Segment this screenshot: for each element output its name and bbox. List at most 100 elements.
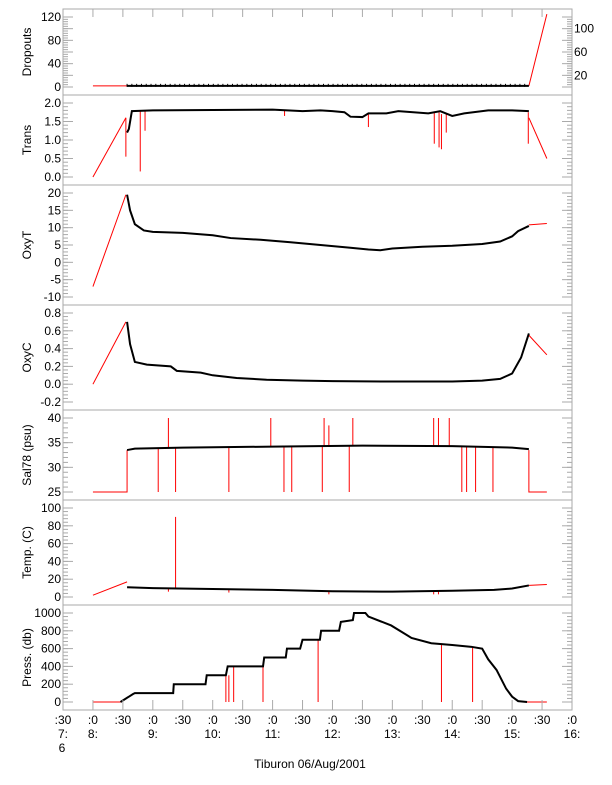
y-tick-label: 60 bbox=[48, 537, 62, 551]
x-tick-hour-label: 14: bbox=[444, 727, 461, 741]
data-line bbox=[126, 321, 530, 383]
y-tick-label: 2.0 bbox=[44, 96, 61, 110]
x-tick-label: :30 bbox=[534, 713, 551, 727]
y-axis-label: Press. (db) bbox=[20, 628, 34, 687]
y-tick-label: 5 bbox=[54, 238, 61, 252]
x-tick-label: :30 bbox=[474, 713, 491, 727]
y-tick-label: 15 bbox=[48, 203, 62, 217]
x-tick-hour-label: 9: bbox=[148, 727, 158, 741]
y-tick-label: 1.5 bbox=[44, 115, 61, 129]
y-axis-label: OxyC bbox=[20, 342, 34, 372]
y-tick-label: 0 bbox=[54, 695, 61, 709]
x-tick-hour-label: 12: bbox=[324, 727, 341, 741]
x-tick-label: :0 bbox=[387, 713, 397, 727]
y-tick-label: 25 bbox=[48, 485, 62, 499]
x-tick-label: :30 bbox=[414, 713, 431, 727]
x-tick-label: :0 bbox=[88, 713, 98, 727]
panel-oxyc: -0.2 0.0 0.2 0.4 0.6 0.8 OxyC bbox=[20, 304, 573, 411]
y-tick-label: 10 bbox=[48, 221, 62, 235]
y-tick-label: -0.2 bbox=[40, 395, 61, 409]
x-tick-label: :30 bbox=[55, 713, 72, 727]
panel-frame bbox=[62, 8, 573, 96]
y-tick-label: 800 bbox=[41, 624, 61, 638]
data-line bbox=[119, 612, 528, 703]
x-tick-label: :30 bbox=[174, 713, 191, 727]
y-tick-label: 0.6 bbox=[44, 324, 61, 338]
y-tick-label: 30 bbox=[48, 460, 62, 474]
y-tick-label: 80 bbox=[48, 33, 62, 47]
panel-temp-c-: 0 20 40 60 80 100 Temp. (C) bbox=[20, 499, 573, 606]
data-line bbox=[127, 584, 530, 593]
y-tick-label: 0 bbox=[54, 80, 61, 94]
y-tick-label: -5 bbox=[50, 273, 61, 287]
x-tick-label: :0 bbox=[148, 713, 158, 727]
data-line bbox=[126, 108, 529, 134]
y-tick-label: 0.5 bbox=[44, 152, 61, 166]
x-tick-label: :30 bbox=[354, 713, 371, 727]
x-tick-label: :0 bbox=[268, 713, 278, 727]
y-tick-label: 100 bbox=[41, 501, 61, 515]
x-tick-label: :0 bbox=[447, 713, 457, 727]
y-tick-label: 0.2 bbox=[44, 359, 61, 373]
y-axis-label: Trans bbox=[20, 125, 34, 155]
x-tick-day-label: 6 bbox=[59, 741, 66, 755]
y-tick-label: 0.8 bbox=[44, 306, 61, 320]
x-tick-hour-label: 10: bbox=[204, 727, 221, 741]
flagged-data-line bbox=[92, 321, 127, 385]
flagged-data-line bbox=[92, 117, 127, 178]
x-tick-label: :30 bbox=[294, 713, 311, 727]
panel-sal78-psu-: 25 30 35 40 Sal78 (psu) bbox=[20, 409, 573, 501]
y-tick-label: 1.0 bbox=[44, 133, 61, 147]
flagged-data-line bbox=[92, 194, 127, 287]
y-tick-label: 0.0 bbox=[44, 170, 61, 184]
flagged-data-line bbox=[92, 581, 128, 596]
x-tick-hour-label: 16: bbox=[564, 727, 581, 741]
y-tick-label: 0 bbox=[54, 255, 61, 269]
y-tick-label: 60 bbox=[574, 45, 588, 59]
y-tick-label: 600 bbox=[41, 642, 61, 656]
flagged-data-line bbox=[528, 450, 547, 493]
x-axis: :307:6:08::30:09::30:010::30:011::30:012… bbox=[55, 9, 581, 755]
x-tick-label: :30 bbox=[234, 713, 251, 727]
x-tick-label: :0 bbox=[327, 713, 337, 727]
data-line bbox=[126, 194, 530, 252]
y-tick-label: 40 bbox=[48, 57, 62, 71]
x-tick-label: :0 bbox=[208, 713, 218, 727]
x-tick-hour-label: 13: bbox=[384, 727, 401, 741]
data-line bbox=[126, 444, 529, 452]
x-tick-label: :30 bbox=[115, 713, 132, 727]
panel-trans: 0.0 0.5 1.0 1.5 2.0 Trans bbox=[20, 94, 573, 186]
x-tick-hour-label: 15: bbox=[504, 727, 521, 741]
flagged-data-line bbox=[528, 13, 548, 86]
y-tick-label: 0 bbox=[54, 590, 61, 604]
y-axis-label: Sal78 (psu) bbox=[20, 424, 34, 485]
y-axis-label: Temp. (C) bbox=[20, 526, 34, 579]
y-tick-label: 100 bbox=[574, 22, 594, 36]
x-tick-hour-label: 7: bbox=[58, 727, 68, 741]
x-tick-label: :0 bbox=[567, 713, 577, 727]
flagged-data-line bbox=[528, 117, 548, 159]
flagged-data-line bbox=[92, 450, 128, 493]
y-tick-label: 40 bbox=[48, 554, 62, 568]
y-tick-label: 20 bbox=[48, 572, 62, 586]
y-axis-label: OxyT bbox=[20, 230, 34, 259]
y-tick-label: 35 bbox=[48, 436, 62, 450]
panel-frame bbox=[62, 94, 573, 186]
x-tick-hour-label: 11: bbox=[265, 727, 281, 741]
x-axis-title: Tiburon 06/Aug/2001 bbox=[254, 757, 366, 771]
flagged-data-line bbox=[528, 584, 547, 586]
y-tick-label: 120 bbox=[41, 10, 61, 24]
y-tick-label: 0.4 bbox=[44, 342, 61, 356]
x-tick-hour-label: 8: bbox=[88, 727, 98, 741]
y-tick-label: 80 bbox=[48, 519, 62, 533]
panel-frame bbox=[62, 304, 573, 411]
y-tick-label: 0.0 bbox=[44, 377, 61, 391]
flagged-data-line bbox=[528, 334, 548, 356]
y-tick-label: 40 bbox=[48, 411, 62, 425]
y-tick-label: 1000 bbox=[34, 606, 61, 620]
y-tick-label: 20 bbox=[574, 68, 588, 82]
panel-oxyt: -10 -5 0 5 10 15 20 OxyT bbox=[20, 184, 573, 306]
x-tick-label: :0 bbox=[507, 713, 517, 727]
